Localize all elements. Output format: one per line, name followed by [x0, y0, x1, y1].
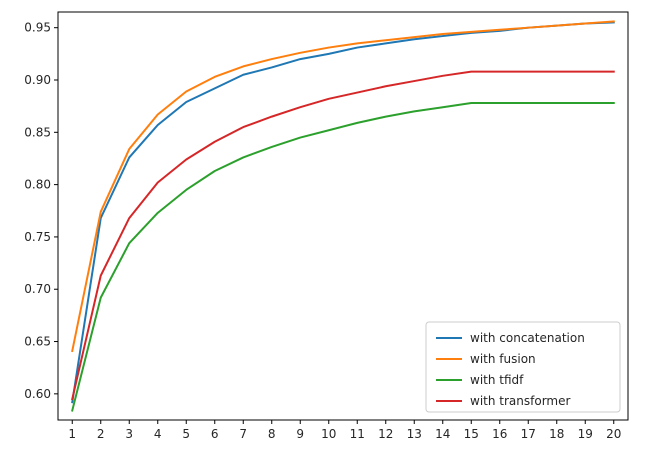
x-tick-label: 6: [211, 427, 219, 441]
x-tick-label: 19: [578, 427, 593, 441]
legend-box: [425, 321, 621, 413]
x-tick-label: 1: [68, 427, 76, 441]
y-tick-label: 0.70: [24, 282, 51, 296]
x-tick-label: 17: [521, 427, 536, 441]
x-tick-label: 5: [182, 427, 190, 441]
legend-label-with-concatenation: with concatenation: [470, 331, 585, 345]
x-tick-label: 4: [154, 427, 162, 441]
x-tick-label: 12: [378, 427, 393, 441]
series-layer: [71, 20, 615, 412]
y-axis: 0.60 0.65 0.70 0.75 0.80 0.85 0.90 0.95: [24, 21, 58, 401]
x-tick-label: 11: [350, 427, 365, 441]
series-line-with-tfidf: [71, 102, 615, 412]
x-tick-label: 3: [125, 427, 133, 441]
y-tick-label: 0.65: [24, 335, 51, 349]
y-tick-label: 0.90: [24, 73, 51, 87]
y-tick-label: 0.60: [24, 387, 51, 401]
legend-label-with-transformer: with transformer: [470, 394, 570, 408]
x-axis: 1 2 3 4 5 6 7 8 9 10 11 12 13 14 15 16 17 18 19 20: [68, 420, 621, 441]
x-tick-label: 20: [606, 427, 621, 441]
y-tick-label: 0.85: [24, 125, 51, 139]
x-tick-label: 8: [268, 427, 276, 441]
x-tick-label: 7: [239, 427, 247, 441]
y-tick-label: 0.95: [24, 21, 51, 35]
x-tick-label: 2: [97, 427, 105, 441]
y-tick-label: 0.75: [24, 230, 51, 244]
x-tick-label: 15: [464, 427, 479, 441]
x-tick-label: 14: [435, 427, 450, 441]
series-line-with-fusion: [71, 20, 615, 353]
x-tick-label: 16: [492, 427, 507, 441]
legend-label-with-tfidf: with tfidf: [470, 373, 524, 387]
legend: with concatenation with fusion with tfidf w…: [425, 321, 621, 413]
y-tick-label: 0.80: [24, 178, 51, 192]
x-tick-label: 10: [321, 427, 336, 441]
plot-area-frame: [57, 11, 629, 421]
x-tick-label: 18: [549, 427, 564, 441]
x-tick-label: 9: [296, 427, 304, 441]
legend-label-with-fusion: with fusion: [470, 352, 536, 366]
x-tick-label: 13: [407, 427, 422, 441]
series-line-with-transformer: [71, 70, 615, 401]
